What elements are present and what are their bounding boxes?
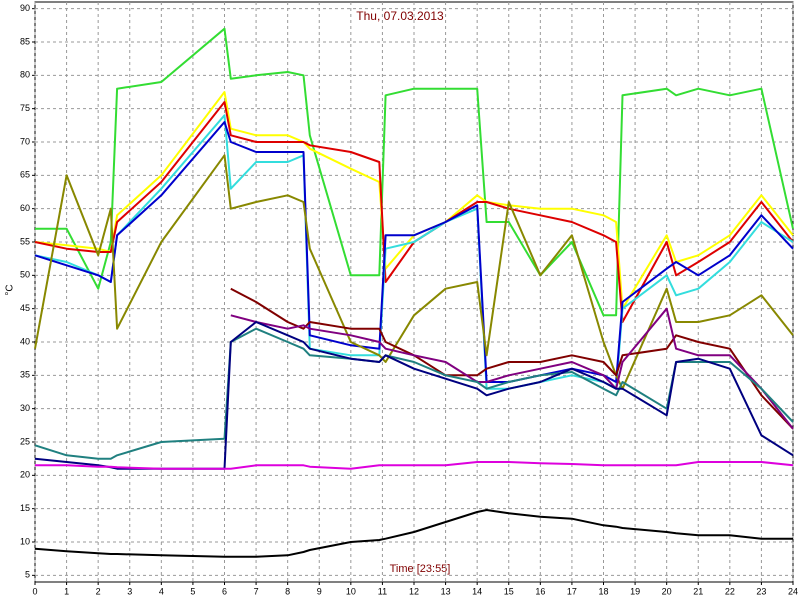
y-tick-label: 25 bbox=[20, 436, 30, 446]
y-tick-label: 90 bbox=[20, 3, 30, 13]
y-tick-label: 20 bbox=[20, 470, 30, 480]
x-tick-label: 13 bbox=[441, 586, 451, 596]
x-tick-label: 1 bbox=[64, 586, 69, 596]
y-tick-label: 5 bbox=[25, 570, 30, 580]
data-line bbox=[34, 121, 794, 383]
x-tick-label: 5 bbox=[190, 586, 195, 596]
x-tick-label: 22 bbox=[725, 586, 735, 596]
data-line bbox=[35, 27, 794, 317]
x-tick-label: 17 bbox=[567, 586, 577, 596]
x-tick-label: 16 bbox=[535, 586, 545, 596]
y-tick-label: 75 bbox=[20, 103, 30, 113]
x-tick-label: 3 bbox=[127, 586, 132, 596]
x-tick-label: 18 bbox=[598, 586, 608, 596]
data-line bbox=[34, 154, 794, 390]
y-tick-label: 50 bbox=[20, 270, 30, 280]
x-axis-label: Time [23:55] bbox=[390, 563, 451, 575]
data-line bbox=[34, 509, 793, 558]
y-tick-label: 65 bbox=[20, 170, 30, 180]
x-tick-label: 15 bbox=[504, 586, 514, 596]
data-line bbox=[35, 461, 794, 470]
y-tick-label: 15 bbox=[20, 503, 30, 513]
y-tick-label: 10 bbox=[20, 536, 30, 546]
x-tick-label: 21 bbox=[693, 586, 703, 596]
y-tick-label: 70 bbox=[20, 136, 30, 146]
x-tick-label: 9 bbox=[317, 586, 322, 596]
x-tick-label: 14 bbox=[472, 586, 482, 596]
x-tick-label: 10 bbox=[346, 586, 356, 596]
x-tick-label: 23 bbox=[756, 586, 766, 596]
x-tick-label: 0 bbox=[32, 586, 37, 596]
x-tick-label: 7 bbox=[254, 586, 259, 596]
y-tick-label: 80 bbox=[20, 70, 30, 80]
x-tick-label: 19 bbox=[630, 586, 640, 596]
y-tick-label: 30 bbox=[20, 403, 30, 413]
y-tick-label: 55 bbox=[20, 236, 30, 246]
y-tick-label: 45 bbox=[20, 303, 30, 313]
x-tick-label: 11 bbox=[378, 586, 387, 596]
x-tick-label: 4 bbox=[159, 586, 164, 596]
x-tick-label: 12 bbox=[409, 586, 419, 596]
x-tick-label: 20 bbox=[662, 586, 672, 596]
y-axis-label: °C bbox=[5, 284, 16, 295]
data-line bbox=[34, 114, 794, 390]
data-line bbox=[34, 327, 794, 460]
x-tick-label: 6 bbox=[222, 586, 227, 596]
x-tick-label: 24 bbox=[788, 586, 798, 596]
chart-title: Thu, 07.03.2013 bbox=[356, 9, 444, 23]
data-line bbox=[230, 287, 794, 430]
x-tick-label: 2 bbox=[96, 586, 101, 596]
y-tick-label: 85 bbox=[20, 36, 30, 46]
x-tick-label: 8 bbox=[285, 586, 290, 596]
data-line bbox=[230, 307, 794, 430]
y-tick-label: 60 bbox=[20, 203, 30, 213]
y-tick-label: 40 bbox=[20, 336, 30, 346]
y-tick-label: 35 bbox=[20, 370, 30, 380]
